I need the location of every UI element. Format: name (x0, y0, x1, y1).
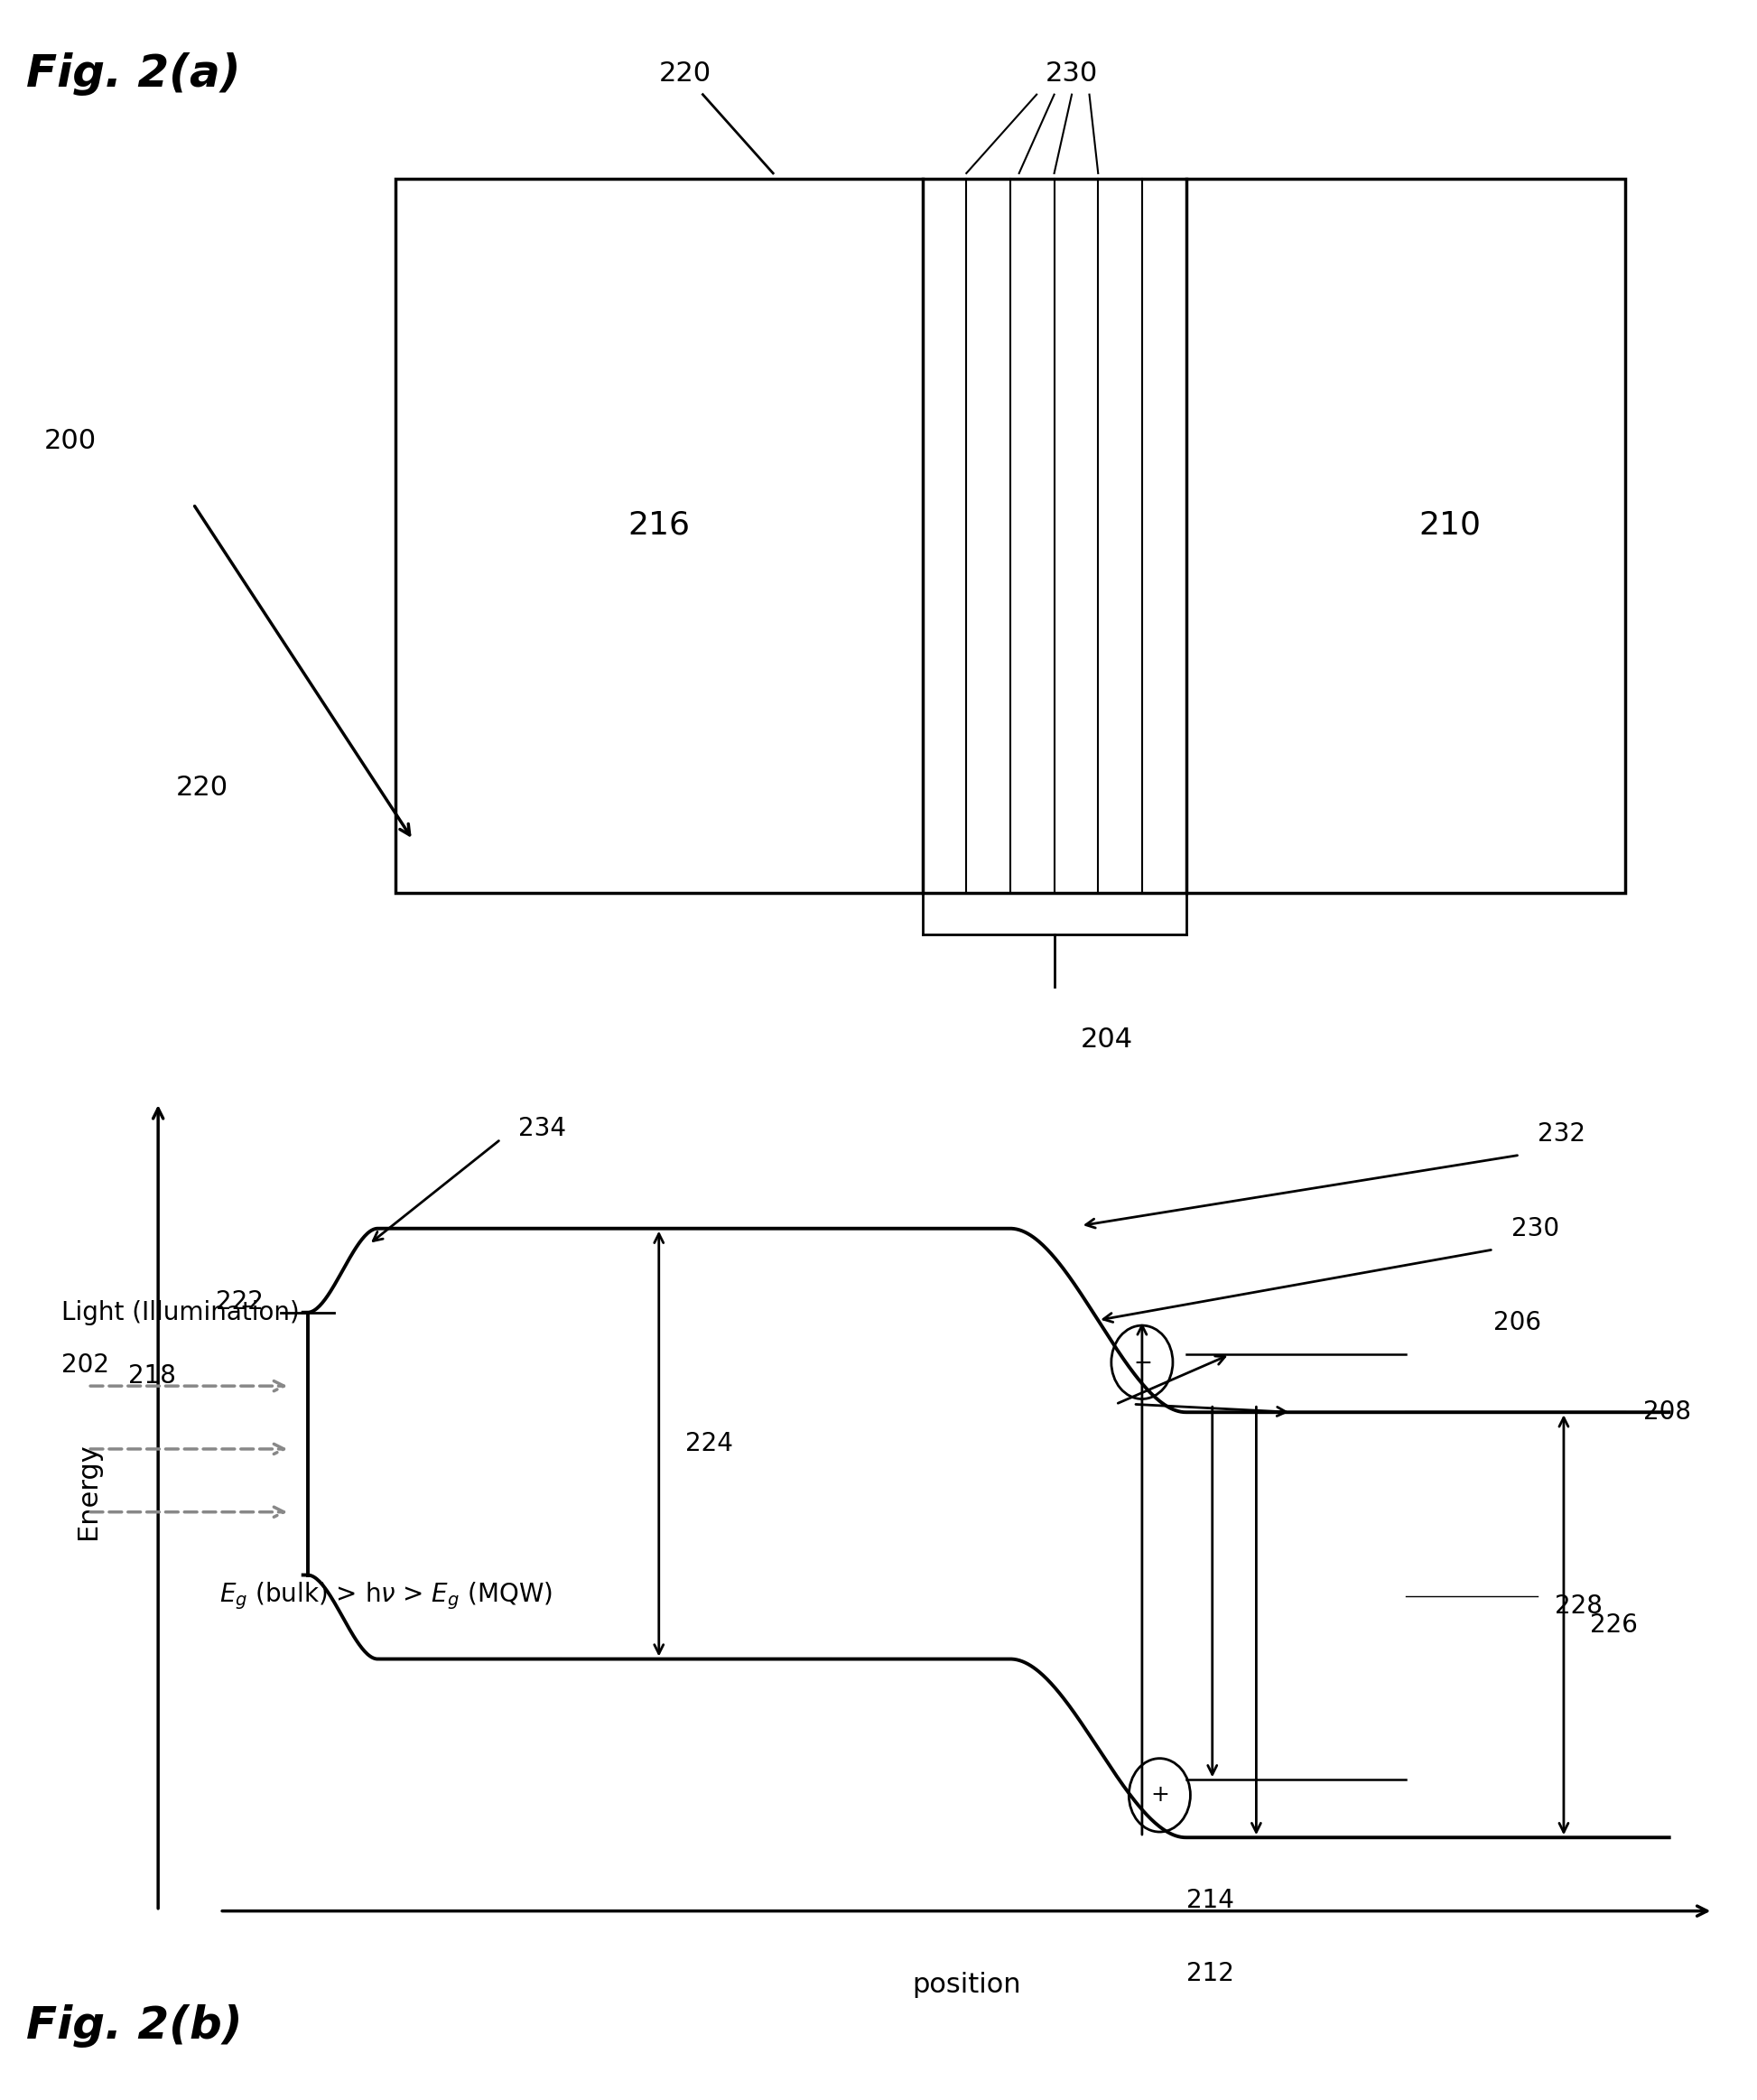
Text: 234: 234 (518, 1115, 566, 1142)
Text: $-$: $-$ (1133, 1352, 1151, 1373)
Text: 232: 232 (1537, 1121, 1585, 1147)
Text: 226: 226 (1590, 1613, 1638, 1638)
Text: 210: 210 (1418, 510, 1481, 540)
Text: 216: 216 (627, 510, 691, 540)
Text: 214: 214 (1186, 1888, 1233, 1913)
Text: 200: 200 (44, 428, 97, 454)
Bar (395, 178, 1625, 892)
Text: 212: 212 (1186, 1961, 1233, 1987)
Text: Light (Illumination): Light (Illumination) (61, 1300, 300, 1325)
Text: $+$: $+$ (1151, 1785, 1168, 1806)
Text: 202: 202 (61, 1352, 109, 1378)
Text: Energy: Energy (76, 1443, 100, 1539)
Text: 220: 220 (659, 61, 712, 86)
Circle shape (1130, 1758, 1191, 1831)
Text: 204: 204 (1081, 1027, 1133, 1052)
Circle shape (1112, 1325, 1174, 1399)
Text: 206: 206 (1493, 1310, 1541, 1336)
Text: $E_g$ (bulk) > h$\nu$ > $E_g$ (MQW): $E_g$ (bulk) > h$\nu$ > $E_g$ (MQW) (220, 1581, 553, 1611)
Text: 228: 228 (1555, 1594, 1602, 1619)
Text: 224: 224 (685, 1430, 733, 1457)
Text: 222: 222 (216, 1289, 264, 1315)
Text: 220: 220 (176, 775, 228, 800)
Text: Fig. 2(b): Fig. 2(b) (26, 2003, 242, 2047)
Text: 230: 230 (1511, 1216, 1558, 1241)
Text: Fig. 2(a): Fig. 2(a) (26, 53, 241, 97)
Text: position: position (912, 1972, 1021, 1997)
Text: 218: 218 (128, 1363, 176, 1388)
Text: 208: 208 (1643, 1399, 1690, 1426)
Text: 230: 230 (1045, 61, 1098, 86)
